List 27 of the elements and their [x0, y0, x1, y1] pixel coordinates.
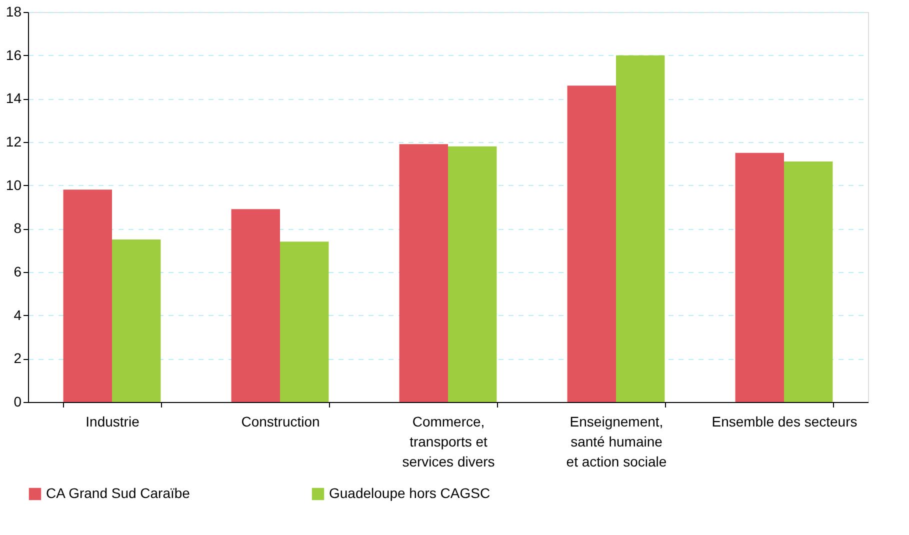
x-tick-label: Industrie [86, 414, 140, 430]
bar [280, 242, 329, 402]
y-tick-label: 2 [14, 350, 22, 366]
bar [231, 209, 280, 402]
bar [448, 146, 497, 402]
bar [784, 162, 833, 402]
bar [735, 152, 784, 402]
y-tick-label: 10 [6, 176, 22, 193]
y-tick-label: 4 [14, 306, 22, 323]
bar [399, 144, 448, 402]
y-tick-label: 16 [6, 46, 22, 63]
x-tick-label: Enseignement, santé humaine et action sociale [566, 414, 667, 470]
y-tick-label: 14 [6, 90, 22, 106]
bar [112, 240, 161, 402]
y-tick-label: 6 [14, 264, 22, 280]
legend-label: CA Grand Sud Caraïbe [46, 485, 190, 501]
x-tick-label: Ensemble des secteurs [712, 414, 858, 430]
bar [63, 190, 112, 402]
y-tick-label: 8 [14, 220, 22, 236]
y-tick-label: 12 [6, 134, 22, 150]
y-tick-label: 18 [6, 4, 22, 20]
bar [616, 55, 665, 402]
x-tick-label: Commerce, transports et services divers [402, 414, 495, 470]
y-tick-label: 0 [14, 394, 22, 410]
x-tick-label: Construction [241, 414, 320, 430]
bar [567, 86, 616, 402]
legend-label: Guadeloupe hors CAGSC [329, 485, 490, 501]
